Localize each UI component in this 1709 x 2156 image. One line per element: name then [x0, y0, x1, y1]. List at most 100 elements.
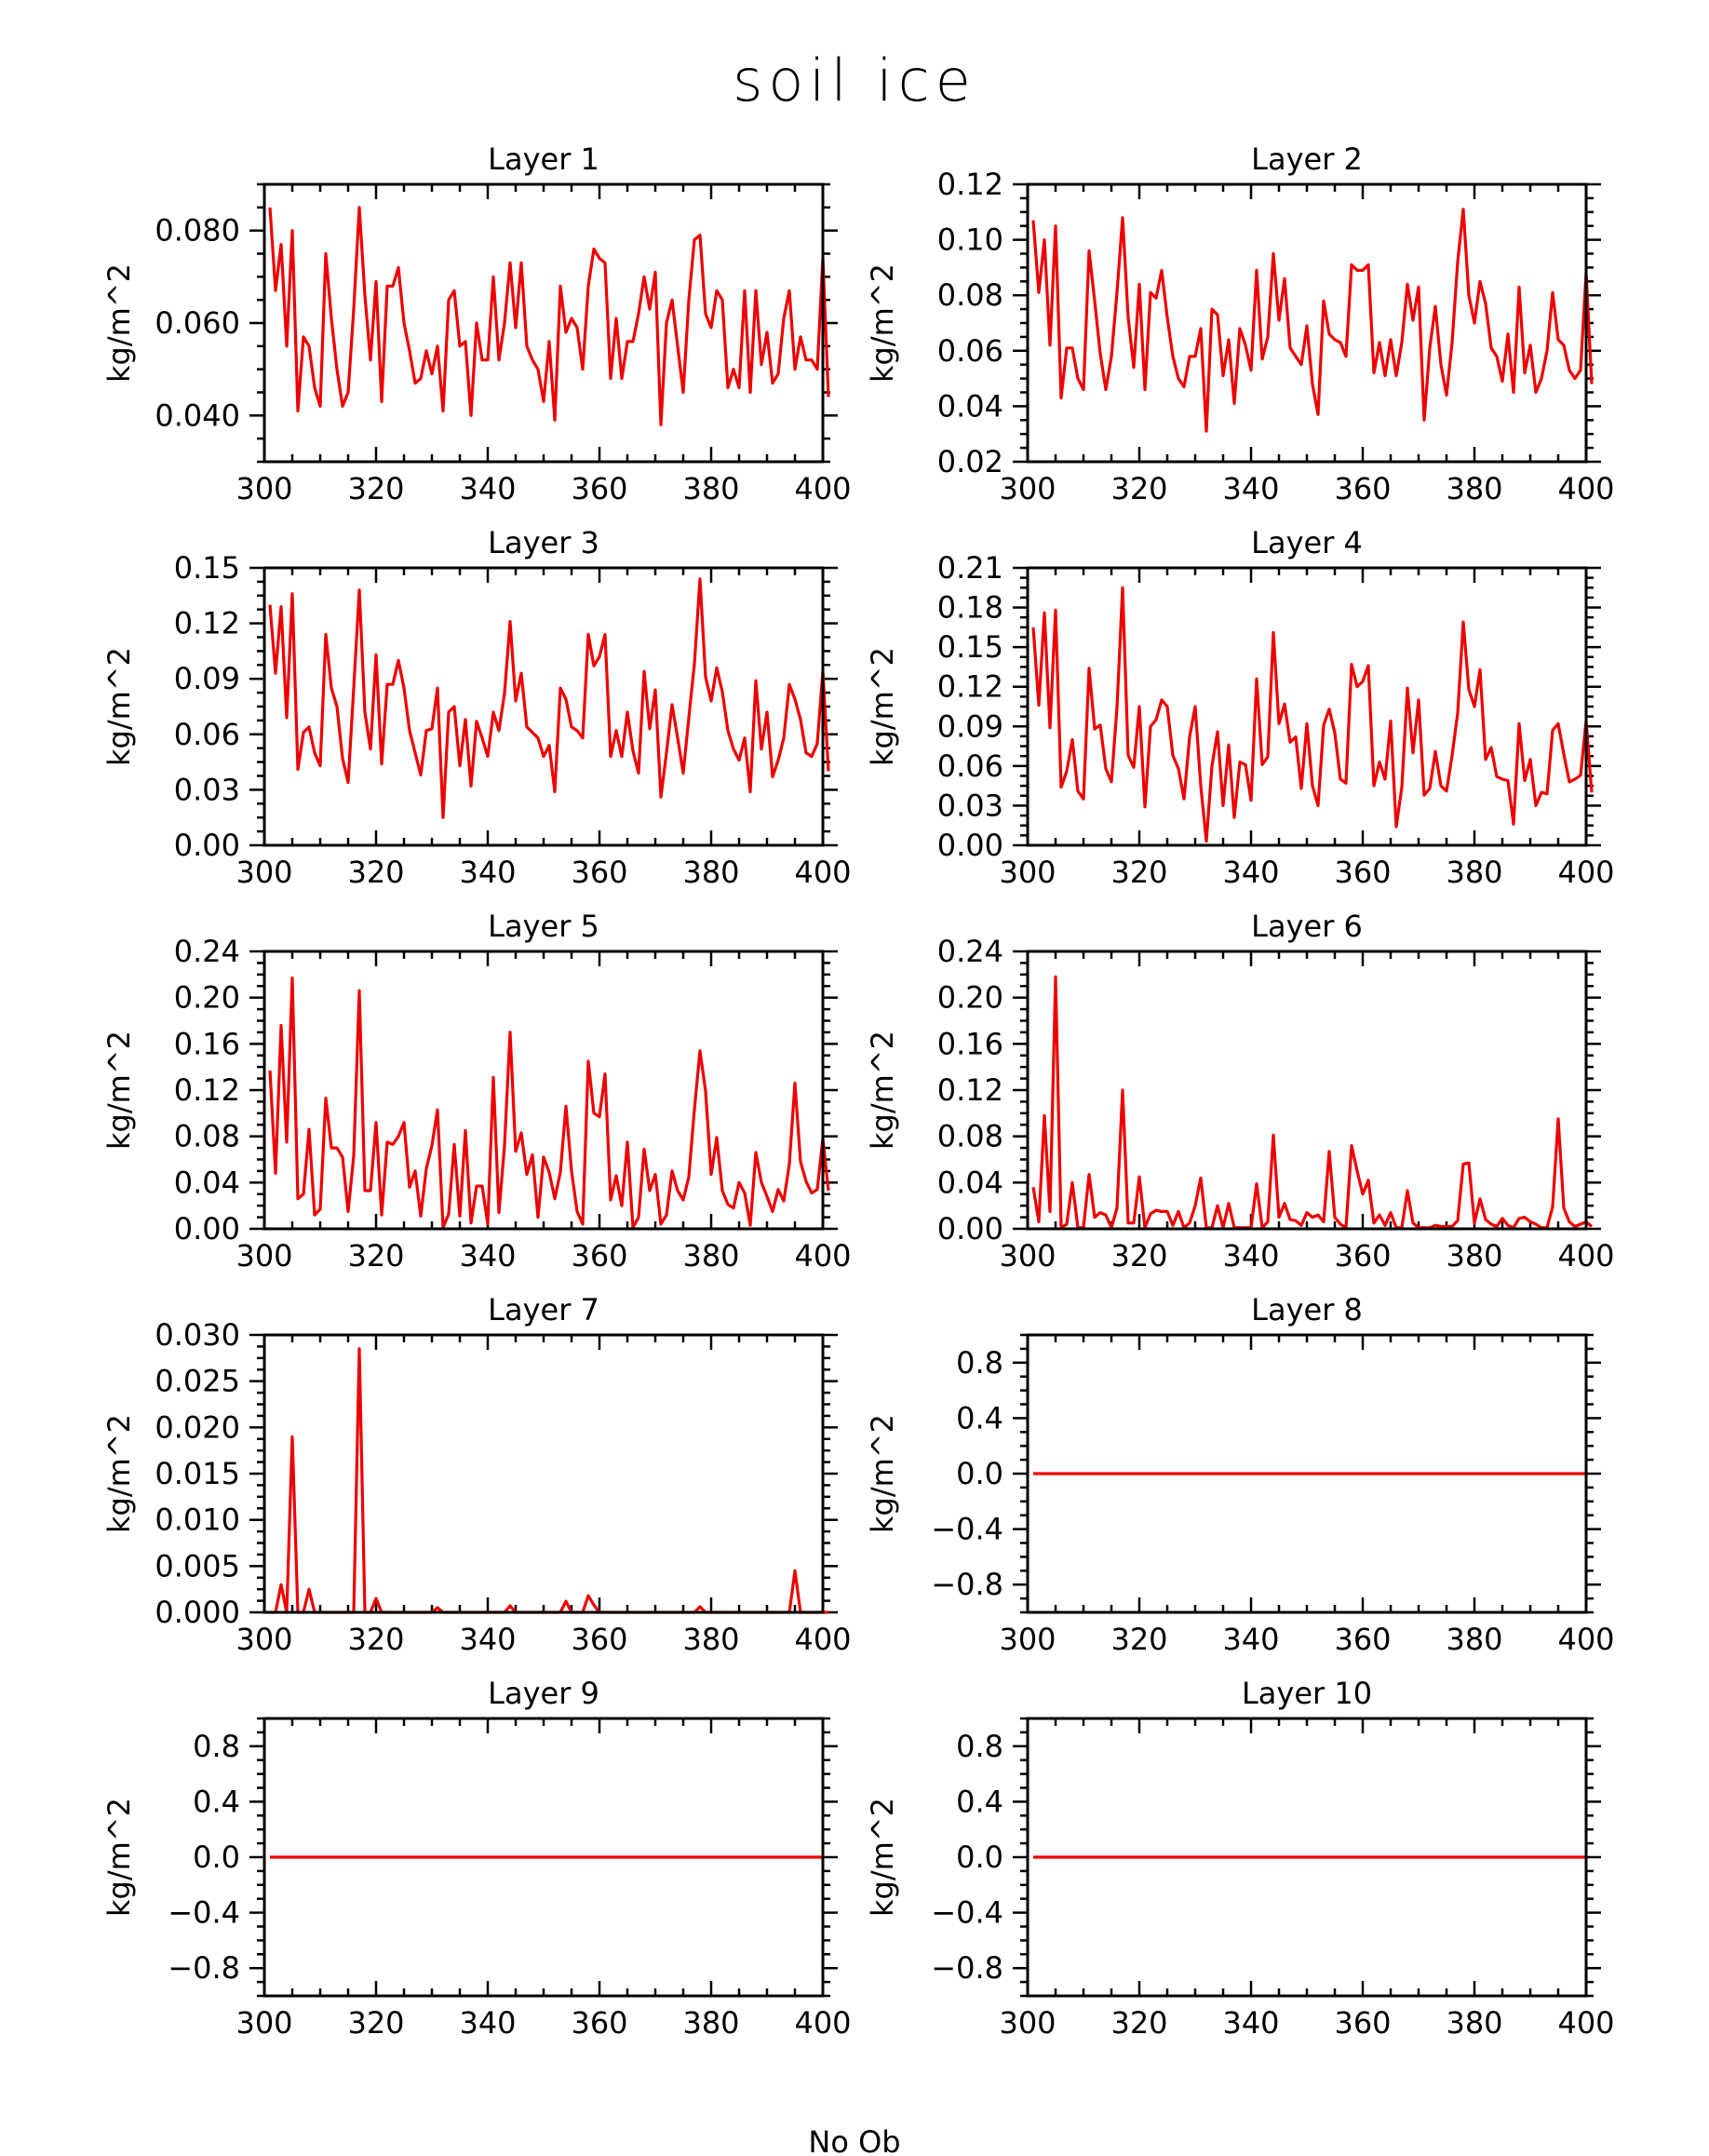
y-tick-label: 0.12 [937, 1072, 1003, 1108]
x-tick-label: 300 [235, 1238, 292, 1273]
panel-title: Layer 2 [1251, 141, 1363, 177]
x-tick-label: 320 [347, 1622, 404, 1657]
x-tick-label: 300 [999, 855, 1056, 890]
y-tick-label: −0.4 [931, 1512, 1003, 1547]
panel-title: Layer 6 [1251, 909, 1363, 944]
panel-title: Layer 4 [1251, 525, 1363, 560]
plot-frame [262, 182, 825, 464]
y-tick-label: 0.0 [956, 1839, 1003, 1875]
panel-layer-7: Layer 7 kg/m^2 300 320 340 360 380 400 0.000 0.00… [101, 1292, 852, 1657]
x-tick-label: 400 [1557, 1622, 1614, 1657]
y-tick-label: 0.04 [937, 1165, 1003, 1200]
y-tick-label: 0.15 [937, 629, 1003, 665]
y-tick-label: 0.03 [174, 772, 240, 807]
y-tick-label: 0.8 [956, 1729, 1003, 1764]
y-tick-label: −0.4 [168, 1895, 240, 1931]
series-line [268, 577, 830, 819]
panel-layer-3: Layer 3 kg/m^2 300 320 340 360 380 400 0.00 0.03 0… [101, 525, 852, 890]
x-tick-label: 300 [235, 471, 292, 506]
panel-title: Layer 5 [488, 909, 599, 944]
x-tick-label: 380 [682, 1622, 739, 1657]
y-tick-label: 0.08 [174, 1119, 240, 1154]
panel-layer-8: Layer 8 kg/m^2 300 320 340 360 380 400 −0.8 −0.4 0… [865, 1292, 1615, 1657]
x-tick-label: 360 [571, 2005, 627, 2041]
x-tick-label: 320 [1110, 1622, 1167, 1657]
panel-grid: Layer 1 kg/m^2 300 320 340 360 380 400 0.040 0.06… [101, 141, 1615, 2041]
x-axis-title: No Ob [808, 2124, 900, 2156]
y-tick-label: 0.15 [174, 550, 240, 586]
x-tick-label: 400 [1557, 2005, 1614, 2041]
x-tick-label: 320 [1110, 471, 1167, 506]
y-tick-label: 0.00 [174, 828, 240, 863]
x-tick-label: 340 [1222, 1622, 1279, 1657]
y-tick-label: 0.030 [155, 1317, 240, 1353]
y-tick-label: −0.8 [931, 1567, 1003, 1602]
y-tick-label: 0.8 [193, 1729, 240, 1764]
y-tick-label: 0.0 [193, 1839, 240, 1875]
plot-frame [262, 950, 825, 1231]
series-line [268, 206, 830, 426]
x-tick-label: 380 [682, 471, 739, 506]
y-tick-label: −0.8 [931, 1950, 1003, 1986]
plot-frame [262, 1333, 825, 1614]
series-line [268, 976, 830, 1230]
x-tick-label: 340 [1222, 471, 1279, 506]
x-tick-label: 320 [347, 471, 404, 506]
y-tick-label: 0.12 [174, 1072, 240, 1108]
x-tick-label: 400 [1557, 471, 1614, 506]
x-tick-label: 340 [459, 471, 516, 506]
x-tick-label: 360 [571, 855, 627, 890]
y-tick-label: 0.4 [193, 1784, 240, 1819]
x-tick-label: 360 [571, 471, 627, 506]
x-tick-label: 400 [794, 471, 851, 506]
x-tick-label: 340 [1222, 855, 1279, 890]
y-axis-label: kg/m^2 [101, 1798, 137, 1917]
panel-title: Layer 1 [488, 141, 599, 177]
panel-title: Layer 8 [1251, 1292, 1363, 1327]
x-tick-label: 380 [1446, 1622, 1502, 1657]
x-tick-label: 380 [682, 855, 739, 890]
y-axis-label: kg/m^2 [101, 263, 137, 383]
x-tick-label: 360 [1334, 471, 1391, 506]
x-tick-label: 340 [459, 855, 516, 890]
x-tick-label: 360 [1334, 2005, 1391, 2041]
plot-frame [1026, 182, 1588, 464]
y-tick-label: 0.24 [174, 934, 240, 969]
x-tick-label: 400 [794, 1238, 851, 1273]
y-tick-label: 0.015 [155, 1456, 240, 1491]
y-tick-label: 0.20 [937, 980, 1003, 1016]
panel-layer-4: Layer 4 kg/m^2 300 320 340 360 380 400 0.00 0.03 0… [865, 525, 1615, 890]
series-line [1031, 975, 1594, 1230]
y-tick-label: 0.00 [937, 828, 1003, 863]
x-tick-label: 300 [235, 2005, 292, 2041]
x-tick-label: 380 [1446, 471, 1502, 506]
y-axis-label: kg/m^2 [865, 647, 900, 766]
y-axis-label: kg/m^2 [101, 647, 137, 766]
plot-frame [262, 566, 825, 847]
y-tick-label: 0.010 [155, 1502, 240, 1538]
x-tick-label: 380 [682, 1238, 739, 1273]
x-tick-label: 360 [1334, 855, 1391, 890]
x-tick-label: 320 [1110, 2005, 1167, 2041]
panel-layer-6: Layer 6 kg/m^2 300 320 340 360 380 400 0.00 0.04 0… [865, 909, 1615, 1273]
plot-frame [1026, 1333, 1588, 1614]
y-tick-label: 0.12 [937, 669, 1003, 705]
y-tick-label: −0.8 [168, 1950, 240, 1986]
y-tick-label: 0.24 [937, 934, 1003, 969]
y-tick-label: 0.0 [956, 1456, 1003, 1491]
panel-layer-1: Layer 1 kg/m^2 300 320 340 360 380 400 0.040 0.06… [101, 141, 852, 506]
y-tick-label: 0.005 [155, 1548, 240, 1583]
y-tick-label: 0.00 [174, 1211, 240, 1246]
x-tick-label: 400 [794, 855, 851, 890]
panel-layer-2: Layer 2 kg/m^2 300 320 340 360 380 400 0.02 0.04 0… [865, 141, 1615, 506]
y-axis-label: kg/m^2 [101, 1414, 137, 1533]
x-tick-label: 300 [235, 1622, 292, 1657]
y-tick-label: 0.06 [174, 717, 240, 752]
y-axis-label: kg/m^2 [865, 1798, 900, 1917]
x-tick-label: 380 [682, 2005, 739, 2041]
x-tick-label: 300 [999, 471, 1056, 506]
figure-title: soil ice [733, 47, 976, 115]
y-tick-label: 0.12 [174, 606, 240, 641]
panel-layer-5: Layer 5 kg/m^2 300 320 340 360 380 400 0.00 0.04 0… [101, 909, 852, 1273]
